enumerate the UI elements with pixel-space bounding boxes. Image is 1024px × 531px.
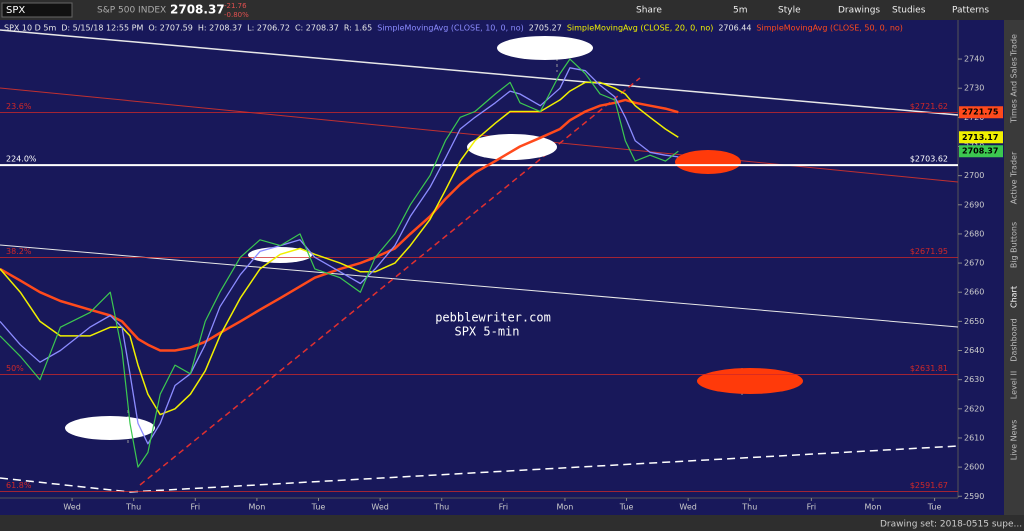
info-item: H: 2708.37 [198,24,242,33]
x-tick-label: Thu [741,503,757,512]
sma-line [0,98,679,352]
x-tick-label: Wed [63,503,80,512]
price-line [0,58,679,468]
y-tick-label: 2680 [964,229,984,238]
price-tag [959,106,1003,119]
price-tag-label: 2721.75 [962,108,999,117]
legend-readout: 2706.44 [718,24,751,33]
level-price: $2631.81 [910,364,948,373]
y-tick-label: 2590 [964,492,984,501]
info-item: SPX 10 D 5m [4,24,56,33]
info-item: R: 1.65 [344,24,372,33]
level-label: 23.6% [6,102,32,111]
price-tag [959,145,1003,158]
sidebar-tab[interactable]: Level II [1010,371,1019,399]
y-tick-label: 2740 [964,55,984,64]
status-text: Drawing set: 2018-0515 supe... [880,520,1022,530]
x-tick-label: Fri [807,503,817,512]
x-tick-label: Mon [865,503,882,512]
y-tick-label: 2630 [964,375,984,384]
legend-entry: SimpleMovingAvg (CLOSE, 50, 0, no) [756,24,903,33]
annotation: SPX 5-min [454,325,519,339]
change: -21.76 [224,2,247,10]
toolbar-button[interactable]: Patterns [952,6,989,16]
toolbar-button[interactable]: Style [778,6,801,16]
x-tick-label: Mon [248,503,265,512]
drawings [0,29,959,493]
y-tick-label: 2730 [964,84,984,93]
level-label: 38.2% [6,247,32,256]
x-tick-label: Tue [927,503,942,512]
x-tick-label: Wed [679,503,696,512]
sidebar-tab[interactable]: Active Trader [1010,151,1019,204]
statusbar-bg [0,515,1024,531]
sidebar-bg [1004,20,1024,515]
level-price: $2591.67 [910,481,948,490]
info-item: D: 5/15/18 12:55 PM [61,24,143,33]
legend-entry: SimpleMovingAvg (CLOSE, 10, 0, no) [377,24,524,33]
x-tick-label: Fri [191,503,201,512]
last-price: 2708.37 [170,3,225,17]
legend-entry: SimpleMovingAvg (CLOSE, 20, 0, no) [567,24,714,33]
info-item: L: 2706.72 [247,24,290,33]
sma-line [0,81,679,416]
x-tick-label: Tue [311,503,326,512]
y-tick-label: 2600 [964,463,984,472]
level-label: 61.8% [6,481,32,490]
x-tick-label: Mon [557,503,574,512]
info-item: C: 2708.37 [295,24,339,33]
x-tick-label: Tue [619,503,634,512]
level-label: 50% [6,364,24,373]
x-tick-label: Wed [371,503,388,512]
y-tick-label: 2640 [964,346,984,355]
y-tick-label: 2650 [964,317,984,326]
y-tick-label: 2700 [964,171,984,180]
y-tick-label: 2690 [964,200,984,209]
level-label: 224.0% [6,155,37,164]
price-tag-label: 2708.37 [962,147,998,156]
price-tag [959,131,1003,144]
legend-readout: 2705.27 [529,24,562,33]
level-price: $2703.62 [910,155,948,164]
y-tick-label: 2610 [964,433,984,442]
level-price: $2721.62 [910,102,948,111]
symbol-name: S&P 500 INDEX [97,6,166,16]
toolbar-button[interactable]: 5m [733,6,748,16]
symbol-box[interactable] [1,2,73,18]
y-tick-label: 2670 [964,259,984,268]
level-price: $2671.95 [910,247,948,256]
sidebar-tab[interactable]: Trade [1010,34,1019,57]
x-tick-label: Fri [499,503,509,512]
sidebar-tab[interactable]: Big Buttons [1010,222,1019,268]
y-tick-label: 2660 [964,288,984,297]
plot-bg [0,20,1004,515]
toolbar-bg [0,0,1024,20]
y-tick-label: 2620 [964,404,984,413]
x-tick-label: Thu [433,503,449,512]
change-pct: -0.80% [224,11,249,19]
sma-line [0,67,679,445]
x-tick-label: Thu [125,503,141,512]
price-tag-label: 2713.17 [962,133,998,142]
toolbar-button[interactable]: Share [636,6,662,16]
sidebar-tab[interactable]: Dashboard [1010,318,1019,361]
toolbar-button[interactable]: Drawings [838,6,880,16]
sidebar-tab[interactable]: Live News [1010,420,1019,461]
sidebar-tab[interactable]: Chart [1010,286,1019,308]
symbol[interactable]: SPX [6,5,25,16]
annotation: pebblewriter.com [435,311,551,325]
toolbar-button[interactable]: Studies [892,6,926,16]
info-item: O: 2707.59 [148,24,192,33]
sidebar-tab[interactable]: Times And Sales [1010,57,1019,124]
